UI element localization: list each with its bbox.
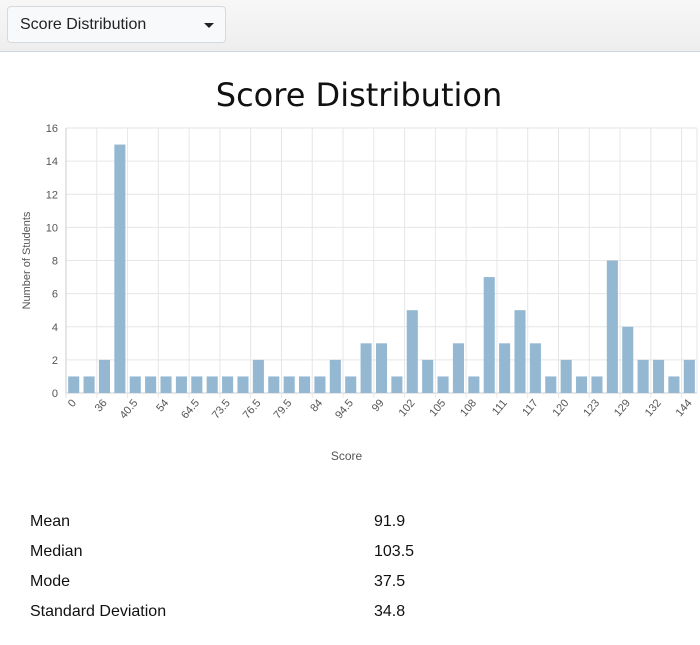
stat-label: Median	[30, 543, 83, 560]
bar	[222, 376, 234, 393]
bar	[237, 376, 249, 393]
x-tick-label: 73.5	[210, 397, 233, 421]
y-tick-label: 14	[46, 156, 58, 168]
bar	[560, 359, 572, 393]
bar	[360, 343, 372, 393]
bar	[437, 376, 449, 393]
bar	[468, 376, 480, 393]
stat-row-median: Median 103.5	[30, 540, 630, 570]
x-tick-label: 108	[458, 397, 479, 419]
bar-chart: 0 2 4 6 8 10 12 14 16 0 36 40.5 54 64.5 73.5 76.5 79.5 84…	[21, 123, 698, 463]
stat-row-standard-deviation: Standard Deviation 34.8	[30, 600, 630, 630]
chart-select-dropdown[interactable]: Score Distribution	[7, 6, 226, 43]
stat-value: 34.8	[374, 603, 406, 620]
x-tick-label: 0	[66, 397, 79, 409]
bar	[499, 343, 511, 393]
bar	[145, 376, 157, 393]
statistics-table: Mean 91.9 Median 103.5 Mode 37.5 Standar…	[30, 510, 630, 630]
bar	[422, 359, 434, 393]
bar	[268, 376, 280, 393]
bar	[576, 376, 588, 393]
stat-label: Standard Deviation	[30, 603, 167, 620]
y-tick-label: 16	[46, 123, 58, 135]
bar	[391, 376, 403, 393]
toolbar: Score Distribution	[0, 0, 700, 52]
x-tick-label: 79.5	[271, 397, 294, 421]
bar	[683, 359, 695, 393]
bar	[160, 376, 172, 393]
bar	[314, 376, 326, 393]
bar	[299, 376, 311, 393]
y-tick-label: 2	[52, 355, 58, 367]
bar	[406, 310, 418, 393]
bar	[68, 376, 80, 393]
bar	[622, 326, 634, 393]
stat-row-mode: Mode 37.5	[30, 570, 630, 600]
bar	[191, 376, 203, 393]
bar	[514, 310, 526, 393]
chevron-down-icon	[204, 23, 214, 28]
bar	[175, 376, 187, 393]
x-tick-label: 132	[643, 397, 664, 419]
stat-value: 91.9	[374, 513, 406, 530]
x-tick-label: 105	[427, 397, 448, 419]
x-tick-label: 120	[550, 397, 571, 419]
bar	[375, 343, 388, 393]
bar	[329, 359, 341, 393]
x-tick-label: 64.5	[179, 397, 202, 421]
x-tick-label: 76.5	[241, 397, 264, 421]
y-tick-label: 0	[52, 388, 58, 400]
x-tick-label: 102	[397, 397, 418, 419]
x-axis-title: Score	[331, 449, 363, 463]
bar	[345, 376, 357, 393]
y-tick-label: 12	[46, 189, 58, 201]
x-tick-label: 123	[581, 397, 602, 419]
bar	[452, 343, 464, 393]
stat-value: 103.5	[374, 543, 415, 560]
stat-row-mean: Mean 91.9	[30, 510, 630, 540]
x-tick-label: 94.5	[333, 397, 356, 421]
y-tick-label: 6	[52, 289, 58, 301]
bar	[652, 359, 665, 393]
bar	[83, 376, 95, 393]
x-tick-label: 54	[154, 397, 171, 414]
stat-label: Mode	[30, 573, 71, 590]
y-axis-title: Number of Students	[21, 211, 33, 309]
x-tick-label: 144	[674, 397, 695, 419]
bar	[591, 376, 603, 393]
bar	[129, 376, 141, 393]
bar	[529, 343, 541, 393]
y-tick-label: 8	[52, 256, 58, 268]
x-tick-label: 117	[520, 397, 540, 418]
bar	[283, 376, 295, 393]
y-tick-label: 4	[52, 322, 58, 334]
x-tick-label: 40.5	[118, 397, 141, 421]
y-tick-label: 10	[46, 222, 58, 234]
stat-value: 37.5	[374, 573, 406, 590]
bar	[483, 277, 495, 393]
bar	[606, 260, 618, 393]
dropdown-selected-label: Score Distribution	[20, 16, 147, 33]
bar	[252, 359, 264, 393]
x-tick-label: 99	[370, 397, 387, 414]
x-tick-label: 84	[308, 397, 325, 414]
bar	[668, 376, 680, 393]
bar	[114, 144, 126, 393]
chart-title: Score Distribution	[215, 76, 503, 114]
x-tick-label: 111	[490, 397, 510, 418]
stat-label: Mean	[30, 513, 71, 530]
x-tick-label: 129	[612, 397, 633, 419]
bar	[637, 359, 649, 393]
bar	[545, 376, 557, 393]
x-tick-label: 36	[93, 397, 110, 414]
bar	[98, 359, 111, 393]
bar	[206, 376, 218, 393]
